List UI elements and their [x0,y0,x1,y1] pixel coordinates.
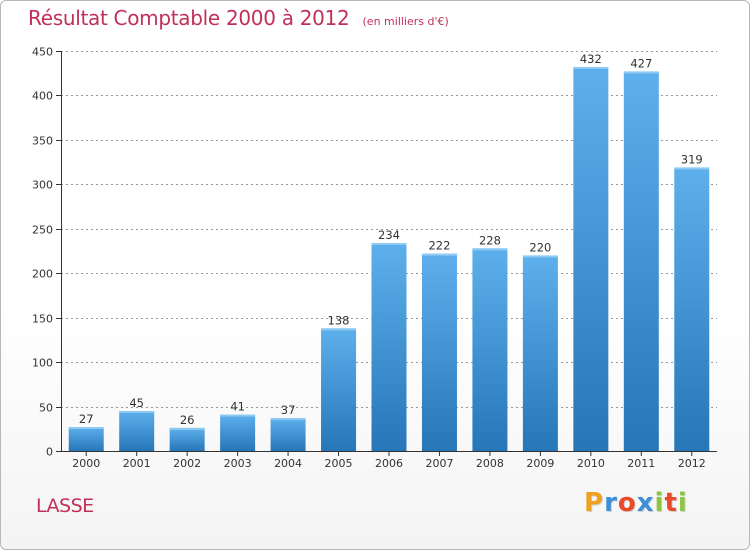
bar-top-edge [522,255,558,258]
x-tick-label: 2000 [72,457,100,470]
bar-top-edge [472,248,508,251]
x-tick-label: 2002 [173,457,201,470]
bar-top-edge [421,253,457,256]
y-tick-label: 450 [32,46,53,59]
bar [421,253,457,451]
bar [674,167,710,451]
bar-top-edge [674,167,710,170]
x-tick-label: 2011 [627,457,655,470]
y-tick-label: 250 [32,224,53,237]
bar-value-label: 319 [681,152,703,166]
y-tick-label: 200 [32,268,53,281]
bar [119,411,155,451]
y-tick-label: 300 [32,179,53,192]
bar-value-label: 138 [328,313,350,327]
logo-letter: x [636,488,655,518]
bar-top-edge [270,418,306,421]
bar-value-label: 234 [378,228,400,242]
y-tick-label: 400 [32,90,53,103]
y-tick-label: 150 [32,313,53,326]
chart-subtitle: (en milliers d'€) [362,15,449,28]
y-tick-label: 0 [46,446,53,459]
logo-letter: t [664,488,678,518]
bar [573,67,609,451]
bar-top-edge [169,427,205,430]
bar-value-label: 432 [580,52,602,66]
y-tick-label: 50 [39,402,53,415]
x-tick-label: 2004 [274,457,302,470]
bar-value-label: 228 [479,233,501,247]
bar-value-label: 41 [230,400,245,414]
bar [220,414,256,451]
bar [321,328,357,451]
bar [623,71,659,451]
x-tick-label: 2007 [425,457,453,470]
bar-value-label: 222 [428,239,450,253]
x-tick-label: 2012 [678,457,706,470]
y-tick-label: 350 [32,135,53,148]
bar-top-edge [68,427,104,429]
logo-letter: o [617,488,637,518]
logo-letter: P [584,488,605,518]
x-tick-label: 2006 [375,457,403,470]
commune-name: LASSE [36,495,94,517]
logo-letter: r [604,488,618,518]
bar-top-edge [371,243,407,245]
bar-top-edge [220,414,256,417]
logo-letter: i [677,488,688,518]
bar [270,418,306,451]
bar [522,255,558,451]
bar-value-label: 427 [630,56,652,70]
bar-value-label: 27 [79,412,94,426]
x-tick-label: 2008 [476,457,504,470]
bar-value-label: 220 [529,240,551,254]
bar-top-edge [573,67,609,69]
y-tick-label: 100 [32,357,53,370]
bar-value-label: 45 [129,396,144,410]
bar-value-label: 37 [281,403,296,417]
x-tick-label: 2010 [577,457,605,470]
bar-top-edge [119,411,155,413]
x-tick-label: 2003 [224,457,252,470]
chart-title: Résultat Comptable 2000 à 2012 [28,6,350,30]
bar-top-edge [321,328,357,331]
x-tick-label: 2005 [325,457,353,470]
bar [68,427,104,451]
bar [371,243,407,451]
bar [472,248,508,451]
x-tick-label: 2001 [123,457,151,470]
bar-top-edge [623,71,659,74]
bar [169,427,205,451]
x-tick-label: 2009 [526,457,554,470]
logo-letter: i [654,488,665,518]
chart-title-block: Résultat Comptable 2000 à 2012 (en milli… [28,6,449,30]
bar-value-label: 26 [180,413,195,427]
